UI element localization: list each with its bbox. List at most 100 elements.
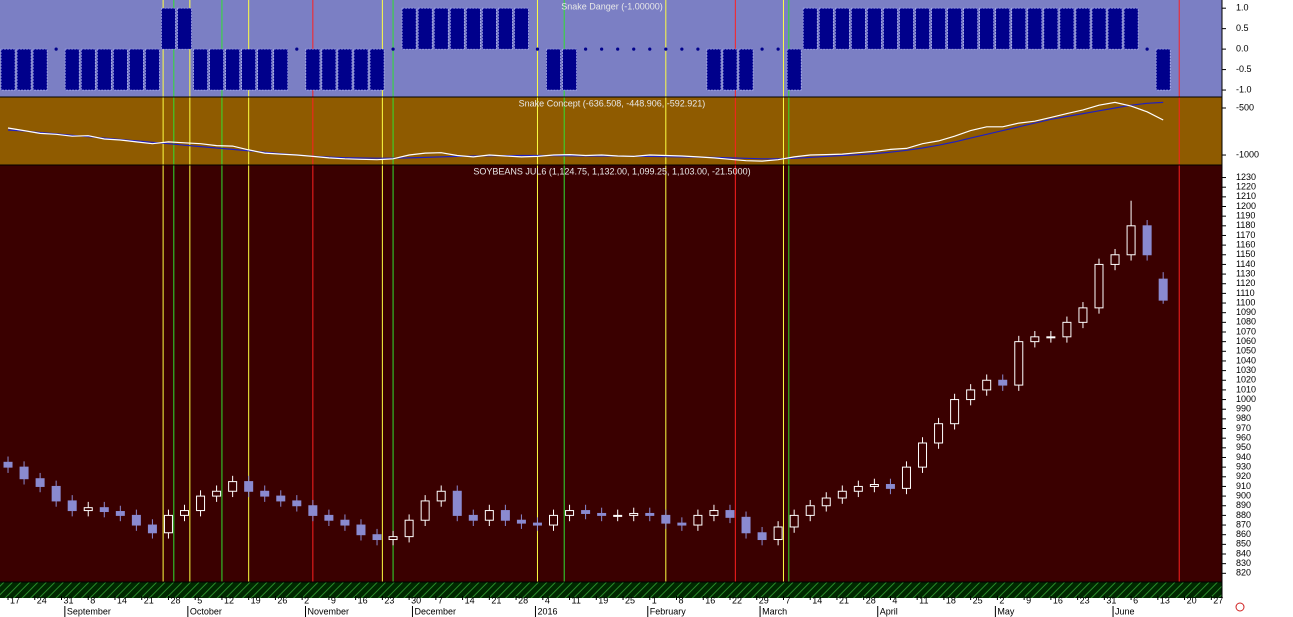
candle-body (1142, 225, 1152, 256)
panel-background (0, 165, 1222, 582)
candle-body (244, 481, 254, 492)
candle-body (1094, 263, 1104, 309)
y-tick-label: 860 (1236, 529, 1251, 539)
danger-bar (32, 48, 48, 91)
status-icon (1235, 602, 1245, 612)
x-tick-label: 29 (759, 595, 769, 605)
y-tick-label: 1180 (1236, 220, 1255, 230)
candle-body (484, 510, 494, 521)
y-tick-label: 850 (1236, 539, 1251, 549)
danger-bar (1075, 7, 1091, 50)
candle-body (1062, 321, 1072, 338)
candle-body (1030, 336, 1040, 343)
danger-bar (257, 48, 273, 91)
y-tick-label: 0.0 (1236, 43, 1249, 53)
candle-body (789, 514, 799, 528)
danger-bar (786, 48, 802, 91)
x-tick-label: 14 (465, 595, 475, 605)
danger-bar (834, 7, 850, 50)
danger-bar (546, 48, 561, 91)
y-tick-label: 1140 (1236, 259, 1255, 269)
y-tick-label: 1210 (1236, 191, 1256, 201)
y-tick-label: 840 (1236, 548, 1251, 558)
danger-bar (433, 7, 449, 50)
candle-body (83, 507, 93, 512)
danger-bar (0, 48, 16, 91)
panel-title: Snake Concept (-636.508, -448.906, -592.… (519, 98, 706, 108)
danger-dot (616, 47, 620, 51)
x-tick-label: 12 (224, 595, 234, 605)
y-tick-label: 1120 (1236, 278, 1255, 288)
candle-body (934, 423, 944, 444)
month-label: September (67, 606, 111, 616)
x-tick-label: 11 (919, 595, 928, 605)
y-tick-label: 0.5 (1236, 23, 1249, 33)
panel-background (0, 97, 1222, 165)
y-tick-label: 1160 (1236, 239, 1255, 249)
danger-bar (498, 7, 513, 50)
danger-bar (1123, 7, 1139, 50)
y-tick-label: 1010 (1236, 384, 1256, 394)
candle-body (725, 510, 735, 518)
x-tick-label: 28 (170, 595, 180, 605)
danger-bar (1027, 7, 1043, 50)
y-tick-label: 1200 (1236, 201, 1256, 211)
month-label: October (190, 606, 222, 616)
x-tick-label: 11 (572, 595, 581, 605)
y-tick-label: -500 (1236, 102, 1254, 112)
danger-bar (722, 48, 738, 91)
danger-bar (1011, 7, 1027, 50)
candle-body (340, 519, 350, 526)
candle-body (1126, 225, 1136, 256)
x-tick-label: 14 (812, 595, 822, 605)
danger-dot (648, 47, 652, 51)
danger-bar (369, 48, 385, 91)
y-tick-label: 1000 (1236, 394, 1256, 404)
candle-body (821, 497, 831, 507)
candle-body (212, 490, 222, 497)
danger-bar (706, 48, 722, 91)
danger-bar (401, 7, 417, 50)
candle-body (1014, 341, 1024, 386)
y-tick-label: 1100 (1236, 297, 1255, 307)
danger-dot (600, 47, 604, 51)
danger-bar (867, 7, 882, 50)
month-label: 2016 (537, 606, 557, 616)
y-tick-label: 1130 (1236, 268, 1255, 278)
y-tick-label: 910 (1236, 481, 1251, 491)
y-tick-label: 1080 (1236, 317, 1256, 327)
x-tick-label: 27 (1213, 595, 1223, 605)
candle-body (757, 532, 767, 541)
x-tick-label: 14 (117, 595, 127, 605)
candle-body (131, 514, 141, 526)
y-tick-label: 980 (1236, 413, 1251, 423)
x-tick-label: 23 (384, 595, 394, 605)
y-tick-label: 1040 (1236, 355, 1256, 365)
x-tick-label: 26 (277, 595, 287, 605)
danger-bar (738, 48, 754, 91)
y-tick-label: 940 (1236, 452, 1251, 462)
candle-body (613, 514, 623, 517)
x-tick-label: 19 (598, 595, 608, 605)
y-tick-label: 820 (1236, 568, 1251, 578)
month-label: December (414, 606, 456, 616)
x-tick-label: 28 (518, 595, 528, 605)
danger-dot (760, 47, 764, 51)
y-tick-label: 950 (1236, 442, 1251, 452)
danger-dot (295, 47, 299, 51)
candle-body (276, 495, 286, 502)
candle-body (1158, 278, 1168, 301)
x-tick-label: 21 (839, 595, 849, 605)
y-tick-label: 1110 (1236, 288, 1255, 298)
candle-body (918, 442, 928, 468)
danger-bar (80, 48, 96, 91)
danger-bar (353, 48, 369, 91)
x-tick-label: 5 (197, 595, 202, 605)
candle-body (597, 512, 607, 516)
candle-body (885, 484, 895, 489)
candle-body (645, 512, 655, 516)
candle-body (581, 510, 591, 514)
candle-body (709, 510, 719, 516)
candle-body (1110, 254, 1120, 265)
